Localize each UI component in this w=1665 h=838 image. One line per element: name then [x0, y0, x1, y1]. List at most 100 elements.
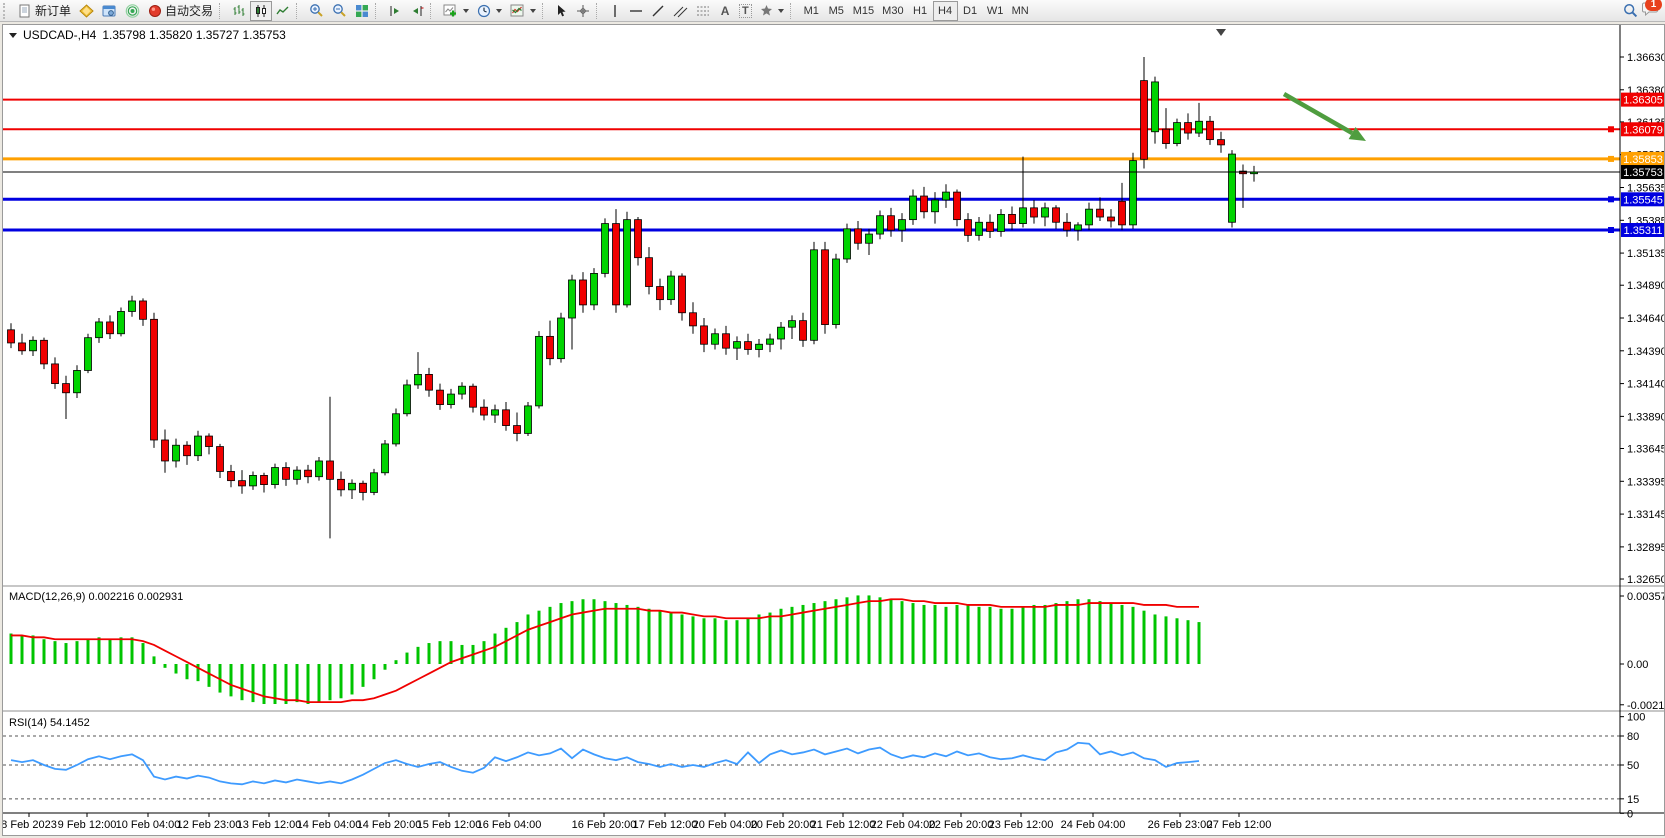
candle: [931, 199, 939, 213]
equidistant-channel-icon: [673, 6, 688, 17]
timeframe-button-w1[interactable]: W1: [983, 1, 1008, 21]
cursor-button[interactable]: [551, 1, 572, 21]
signal-radar-icon: [125, 3, 140, 18]
search-button[interactable]: [1619, 1, 1642, 21]
timeframe-button-mn[interactable]: MN: [1008, 1, 1033, 21]
new-order-button[interactable]: 新订单: [14, 1, 75, 21]
vertical-line-button[interactable]: [605, 1, 625, 21]
candle: [920, 195, 928, 213]
timeframe-button-m5[interactable]: M5: [824, 1, 849, 21]
templates-button[interactable]: [506, 1, 540, 21]
macd-histogram-bar: [889, 599, 893, 664]
candle: [73, 370, 81, 394]
rsi-line: [10, 741, 1200, 786]
chart-canvas[interactable]: 1.366301.363801.361351.358851.356351.353…: [3, 25, 1664, 835]
auto-scroll-button[interactable]: [384, 1, 406, 21]
timeframe-button-h4[interactable]: H4: [932, 0, 958, 21]
dropdown-caret-icon: [530, 8, 537, 13]
candle: [315, 460, 323, 478]
symbol-dropdown-icon[interactable]: [9, 32, 17, 38]
indicators-button[interactable]: [439, 1, 473, 21]
trendline-button[interactable]: [647, 1, 669, 21]
macd-histogram-bar: [1164, 616, 1168, 664]
dropdown-caret-icon: [777, 8, 784, 13]
horizontal-line-button[interactable]: [625, 1, 647, 21]
candle: [887, 215, 895, 231]
macd-indicator-label: MACD(12,26,9) 0.002216 0.002931: [9, 591, 184, 603]
timeframe-button-d1[interactable]: D1: [958, 1, 983, 21]
time-axis-label: 22 Feb 20:00: [929, 819, 994, 831]
candle: [348, 482, 356, 491]
level-handle[interactable]: [1608, 196, 1614, 203]
toolbar-grip[interactable]: [3, 2, 10, 19]
time-axis-label: 26 Feb 23:00: [1148, 819, 1213, 831]
macd-histogram-bar: [75, 641, 79, 664]
market-watch-button[interactable]: [98, 1, 121, 21]
clock-icon: [477, 4, 491, 17]
rsi-axis-tick-label: 80: [1627, 731, 1639, 743]
macd-histogram-bar: [757, 614, 761, 664]
macd-histogram-bar: [372, 664, 376, 680]
macd-histogram-bar: [702, 618, 706, 664]
time-axis-label: 8 Feb 2023: [3, 819, 57, 831]
candle: [7, 329, 15, 344]
periods-button[interactable]: [473, 1, 506, 21]
macd-histogram-bar: [735, 620, 739, 664]
toolbar-separator: [430, 2, 435, 19]
crosshair-button[interactable]: [572, 1, 594, 21]
bar-chart-button[interactable]: [228, 1, 250, 21]
macd-histogram-bar: [328, 664, 332, 701]
text-label-button[interactable]: T: [735, 1, 756, 21]
fibonacci-button[interactable]: [692, 1, 715, 21]
price-axis-tick-label: 1.32650: [1627, 574, 1664, 586]
price-axis-tick-label: 1.34640: [1627, 313, 1664, 325]
candle: [216, 446, 224, 472]
gold-diamond-icon: [79, 3, 94, 18]
macd-histogram-bar: [724, 620, 728, 664]
timeframe-button-h1[interactable]: H1: [908, 1, 933, 21]
signals-button[interactable]: [121, 1, 144, 21]
chart-shift-button[interactable]: [406, 1, 428, 21]
chart-shift-marker-icon[interactable]: [1216, 29, 1226, 36]
trend-arrow-annotation[interactable]: [1282, 92, 1354, 135]
line-chart-button[interactable]: [272, 1, 294, 21]
zoom-in-icon: [310, 4, 323, 17]
arrows-tool-button[interactable]: [756, 1, 788, 21]
text-button[interactable]: A: [715, 1, 735, 21]
rsi-indicator-label: RSI(14) 54.1452: [9, 717, 90, 729]
candle: [590, 273, 598, 306]
candlestick-chart-button[interactable]: [250, 0, 273, 21]
zoom-out-button[interactable]: [328, 1, 351, 21]
timeframe-button-m1[interactable]: M1: [799, 1, 824, 21]
level-handle[interactable]: [1608, 227, 1614, 234]
macd-axis-tick-label: -0.002141: [1627, 700, 1664, 712]
macd-histogram-bar: [449, 641, 453, 664]
level-price-box: [1621, 92, 1664, 107]
macd-histogram-bar: [1032, 604, 1036, 664]
macd-histogram-bar: [823, 601, 827, 664]
macd-histogram-bar: [1054, 603, 1058, 664]
timeframe-button-m30[interactable]: M30: [878, 1, 907, 21]
styler-button[interactable]: [75, 1, 98, 21]
channel-button[interactable]: [669, 1, 692, 21]
time-axis-label: 16 Feb 20:00: [572, 819, 637, 831]
search-icon: [1624, 4, 1638, 18]
zoom-in-button[interactable]: [305, 1, 328, 21]
candle: [1206, 120, 1214, 141]
tile-windows-button[interactable]: [351, 1, 373, 21]
macd-histogram-bar: [152, 656, 156, 664]
notifications-button[interactable]: 1: [1642, 0, 1662, 21]
timeframe-button-m15[interactable]: M15: [849, 1, 878, 21]
candle: [557, 317, 565, 360]
candle: [1173, 122, 1181, 144]
time-axis-label: 13 Feb 12:00: [237, 819, 302, 831]
candle: [755, 343, 763, 350]
candle: [458, 385, 466, 395]
cursor-arrow-icon: [558, 4, 566, 16]
auto-trading-button[interactable]: 自动交易: [144, 1, 217, 21]
level-price-box: [1621, 223, 1664, 238]
level-handle[interactable]: [1608, 126, 1614, 133]
candle: [975, 221, 983, 236]
candle: [645, 257, 653, 287]
level-handle[interactable]: [1608, 155, 1614, 162]
